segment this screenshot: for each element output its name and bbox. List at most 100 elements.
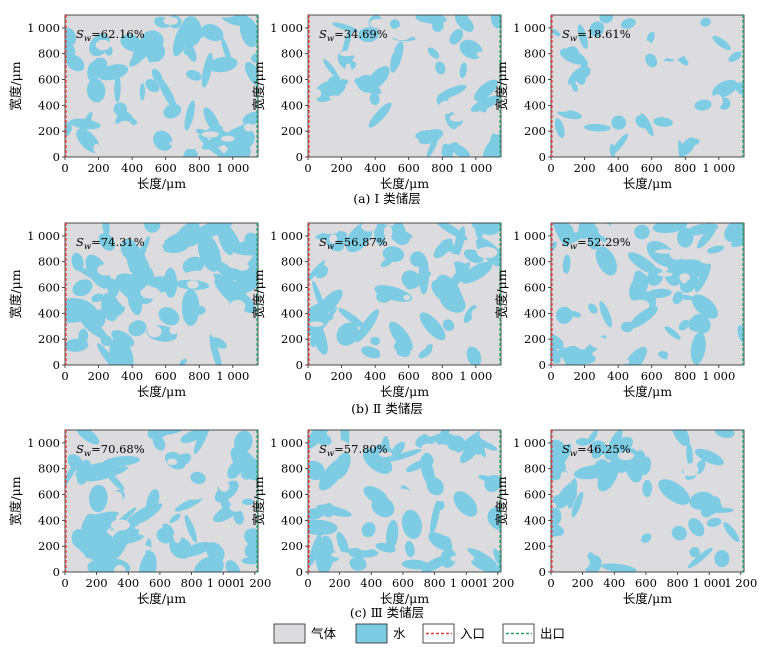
gas-blob	[376, 49, 395, 55]
water-blob	[568, 67, 584, 85]
saturation-value: =18.61%	[577, 27, 631, 41]
x-tick-label: 200	[574, 369, 596, 383]
water-blob	[157, 76, 177, 110]
saturation-subscript: w	[570, 449, 578, 459]
saturation-symbol: S	[76, 235, 84, 249]
water-blob	[677, 294, 695, 301]
gas-blob	[403, 294, 411, 301]
x-tick-label: 1 200	[481, 576, 514, 590]
gas-blob	[330, 440, 350, 454]
water-blob	[456, 15, 474, 32]
gas-blob	[669, 248, 685, 260]
gas-blob	[181, 495, 204, 500]
gas-blob	[133, 545, 151, 552]
water-blob	[434, 500, 445, 511]
gas-blob	[229, 78, 244, 89]
pore-map	[65, 223, 258, 365]
water-blob	[671, 525, 687, 541]
water-blob	[555, 306, 573, 324]
water-blob	[88, 484, 108, 513]
water-blob	[406, 459, 427, 473]
water-blob	[184, 514, 197, 543]
water-blob	[203, 107, 221, 135]
water-blob	[695, 263, 711, 293]
water-blob	[714, 501, 723, 513]
x-axis-label: 长度/μm	[623, 384, 672, 399]
y-tick-label: 1 000	[513, 229, 546, 243]
gas-blob	[144, 285, 152, 290]
water-blob	[182, 542, 212, 557]
x-tick-label: 200	[572, 576, 594, 590]
water-blob	[556, 482, 577, 509]
gas-blob	[321, 359, 342, 365]
y-tick-label: 600	[38, 281, 60, 295]
water-blob	[312, 280, 327, 317]
water-blob	[179, 358, 187, 365]
water-blob	[475, 226, 483, 239]
x-tick-label: 1 000	[216, 161, 249, 175]
water-blob	[551, 241, 557, 254]
x-tick-label: 800	[431, 369, 453, 383]
x-tick-label: 800	[424, 576, 446, 590]
water-blob	[308, 460, 325, 481]
water-blob	[629, 306, 658, 329]
water-blob	[707, 245, 725, 254]
gas-blob	[308, 321, 324, 327]
water-blob	[587, 231, 600, 250]
water-blob	[193, 430, 212, 455]
x-tick-label: 400	[603, 576, 625, 590]
water-blob	[611, 133, 629, 154]
y-tick-label: 200	[281, 124, 303, 138]
water-blob	[374, 285, 413, 302]
water-blob	[580, 60, 589, 71]
gas-blob	[415, 499, 423, 512]
water-blob	[621, 346, 647, 365]
row-caption: (c) Ⅲ 类储层	[350, 605, 424, 620]
water-blob	[690, 331, 706, 365]
gas-blob	[186, 270, 209, 278]
gas-blob	[335, 96, 349, 107]
x-tick-label: 800	[674, 161, 696, 175]
water-blob	[343, 330, 357, 344]
water-blob	[474, 79, 498, 102]
water-blob	[180, 16, 202, 46]
saturation-subscript: w	[570, 242, 578, 252]
water-blob	[658, 351, 670, 360]
water-blob	[91, 293, 104, 303]
water-blob	[728, 51, 742, 62]
x-tick-label: 200	[331, 369, 353, 383]
water-blob	[244, 528, 258, 547]
y-axis-label: 宽度/μm	[8, 61, 23, 110]
water-blob	[418, 129, 444, 145]
y-tick-label: 400	[524, 513, 546, 527]
y-tick-label: 800	[524, 462, 546, 476]
x-tick-label: 1 000	[207, 576, 240, 590]
gas-blob	[76, 102, 84, 113]
water-blob	[361, 346, 381, 359]
gas-blob	[346, 346, 361, 357]
y-tick-label: 200	[281, 332, 303, 346]
gas-blob	[596, 80, 610, 87]
water-blob	[109, 541, 120, 553]
gas-blob	[593, 542, 615, 554]
y-tick-label: 800	[38, 47, 60, 61]
legend-label-gas: 气体	[311, 626, 337, 641]
y-tick-label: 1 000	[27, 436, 60, 450]
water-blob	[562, 254, 571, 275]
y-tick-label: 0	[539, 150, 546, 164]
water-blob	[369, 92, 380, 106]
gas-blob	[622, 359, 630, 364]
y-tick-label: 1 000	[270, 229, 303, 243]
water-blob	[463, 304, 477, 323]
y-tick-label: 400	[524, 306, 546, 320]
water-blob	[198, 134, 227, 157]
water-blob	[428, 532, 453, 551]
gas-blob	[476, 51, 488, 58]
gas-blob	[450, 555, 463, 562]
y-axis-label: 宽度/μm	[494, 61, 509, 110]
y-tick-label: 200	[524, 332, 546, 346]
water-blob	[490, 15, 501, 29]
gas-blob	[218, 481, 230, 492]
water-blob	[169, 513, 181, 524]
water-blob	[162, 523, 175, 536]
